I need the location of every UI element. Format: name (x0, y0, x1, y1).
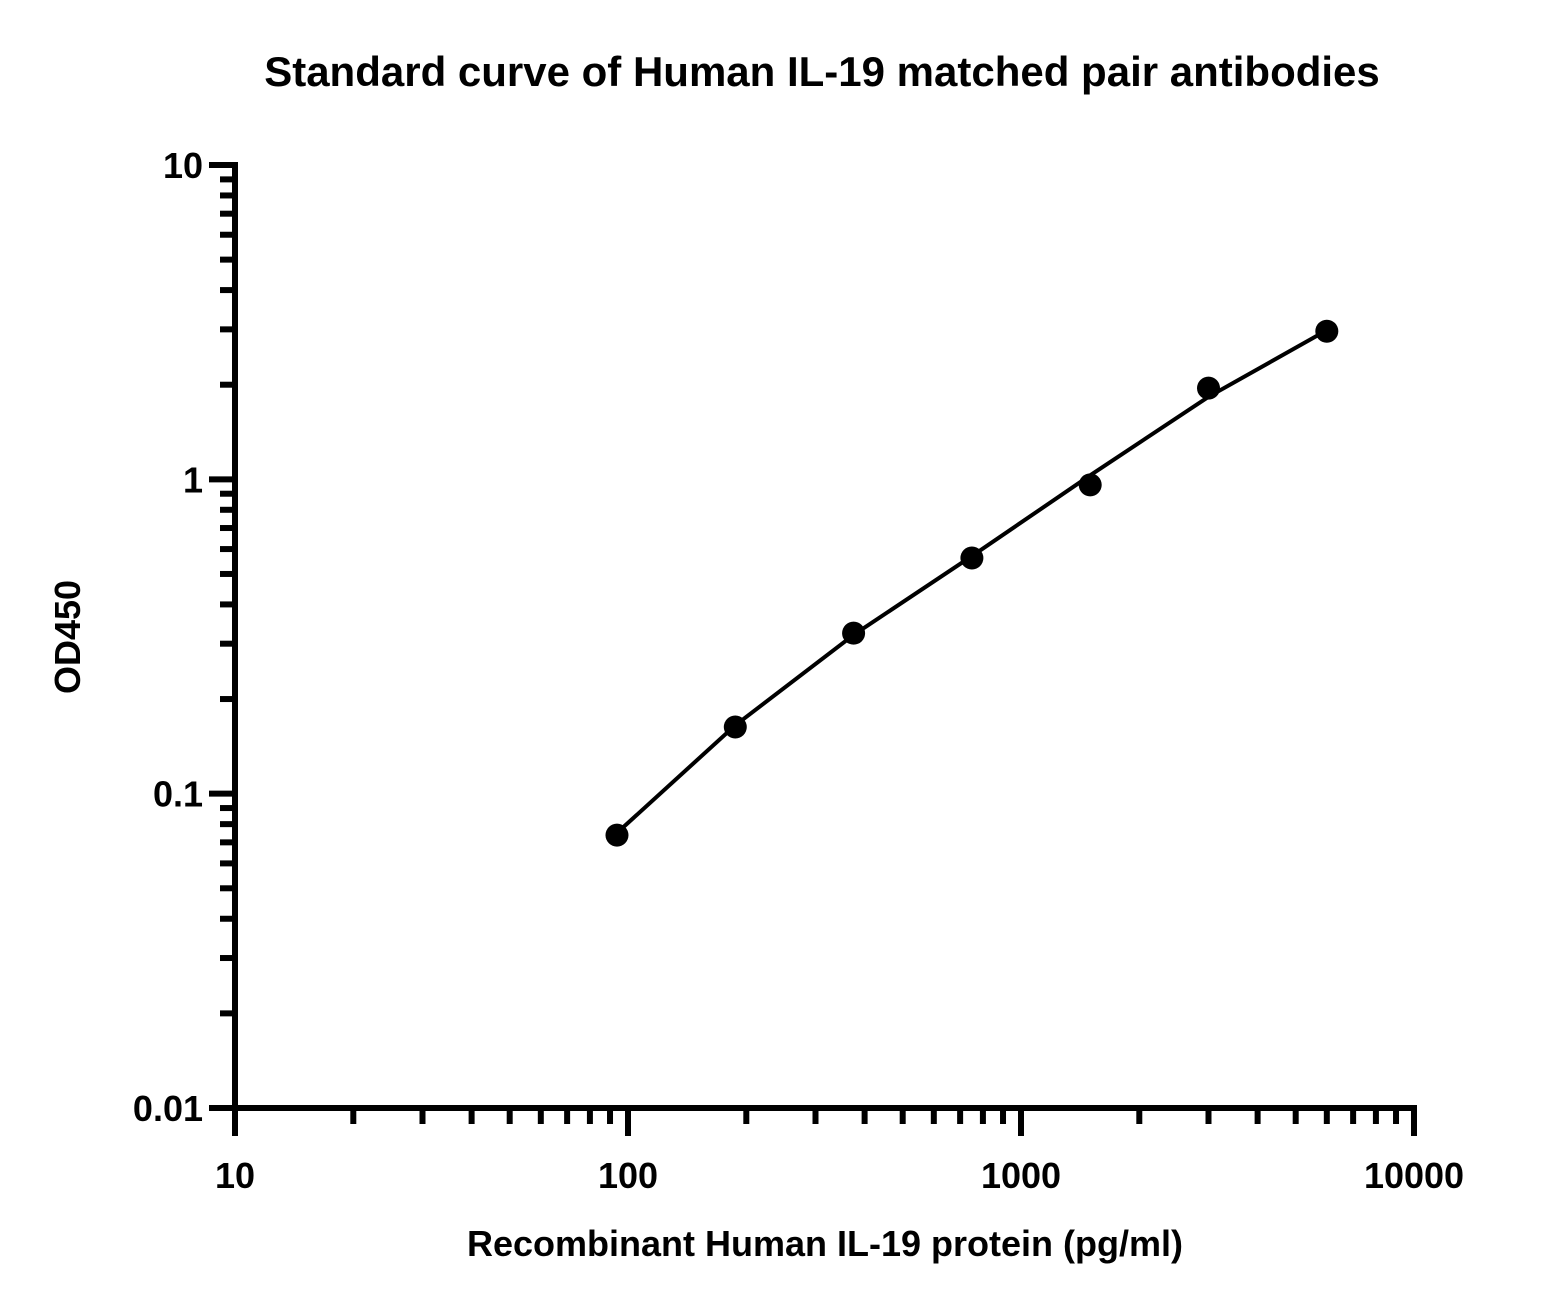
chart-title: Standard curve of Human IL-19 matched pa… (264, 48, 1380, 95)
y-axis-label: OD450 (47, 580, 88, 694)
y-tick-label: 1 (183, 459, 203, 500)
x-tick-label: 10000 (1364, 1155, 1464, 1196)
x-tick-label: 10 (215, 1155, 255, 1196)
y-tick-label: 0.1 (153, 774, 203, 815)
data-point (1315, 319, 1339, 343)
data-point (1078, 473, 1102, 497)
y-tick-label: 10 (163, 145, 203, 186)
y-tick-label: 0.01 (133, 1088, 203, 1129)
x-axis-label: Recombinant Human IL-19 protein (pg/ml) (467, 1223, 1183, 1264)
data-point (723, 715, 747, 739)
x-tick-label: 100 (598, 1155, 658, 1196)
data-point (842, 621, 866, 645)
fit-curve (615, 328, 1328, 835)
data-point (960, 546, 984, 570)
data-point (1197, 376, 1221, 400)
x-tick-label: 1000 (981, 1155, 1061, 1196)
data-point (605, 823, 629, 847)
